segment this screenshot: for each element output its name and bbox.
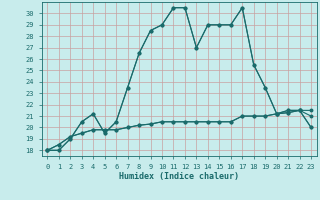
X-axis label: Humidex (Indice chaleur): Humidex (Indice chaleur) (119, 172, 239, 181)
